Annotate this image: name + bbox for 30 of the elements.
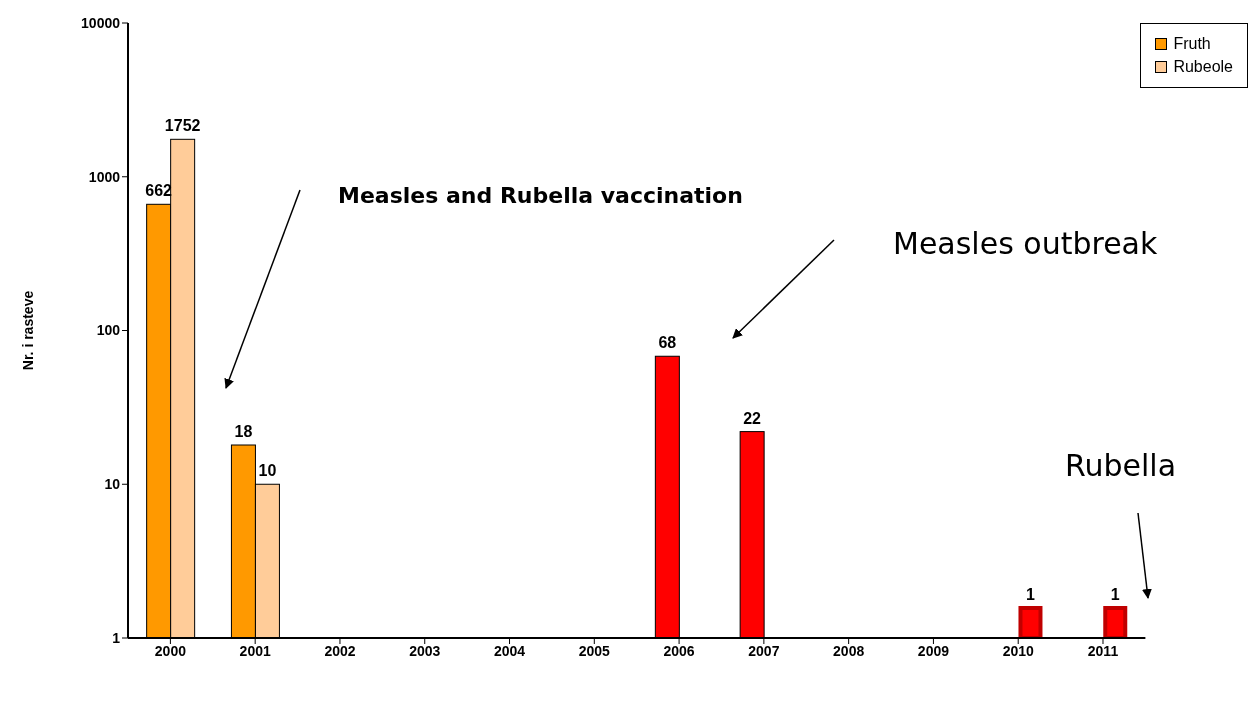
x-tick-label: 2005 xyxy=(578,642,611,659)
annotation: Rubella xyxy=(1065,448,1177,483)
y-tick-label: 10000 xyxy=(81,14,121,31)
legend-label: Fruth xyxy=(1173,35,1211,53)
data-label: 1 xyxy=(1026,586,1036,603)
data-label: 18 xyxy=(234,423,253,440)
x-tick-label: 2007 xyxy=(748,642,780,659)
y-tick-label: 1 xyxy=(112,629,121,646)
x-tick-label: 2003 xyxy=(409,642,441,659)
x-tick-label: 2011 xyxy=(1087,642,1119,659)
data-label: 22 xyxy=(743,409,762,427)
x-tick-label: 2009 xyxy=(917,642,950,659)
legend-label: Rubeole xyxy=(1173,58,1233,76)
x-tick-label: 2000 xyxy=(154,642,187,659)
x-tick-label: 2006 xyxy=(663,642,695,659)
data-label: 10 xyxy=(258,462,277,480)
y-axis-title: Nr. i rasteve xyxy=(19,290,36,371)
data-label: 1 xyxy=(1110,586,1120,603)
data-label: 1752 xyxy=(164,117,201,135)
annotation: Measles outbreak xyxy=(893,226,1158,261)
x-tick-label: 2010 xyxy=(1002,642,1034,659)
y-tick-label: 10 xyxy=(104,476,121,493)
x-tick-label: 2002 xyxy=(324,642,356,659)
y-tick-label: 100 xyxy=(96,322,121,339)
y-tick-label: 1000 xyxy=(88,168,121,185)
x-tick-label: 2004 xyxy=(493,642,526,659)
x-tick-label: 2008 xyxy=(833,642,865,659)
data-label: 68 xyxy=(658,334,677,352)
annotation: Measles and Rubella vaccination xyxy=(338,183,743,208)
x-tick-label: 2001 xyxy=(239,642,271,659)
